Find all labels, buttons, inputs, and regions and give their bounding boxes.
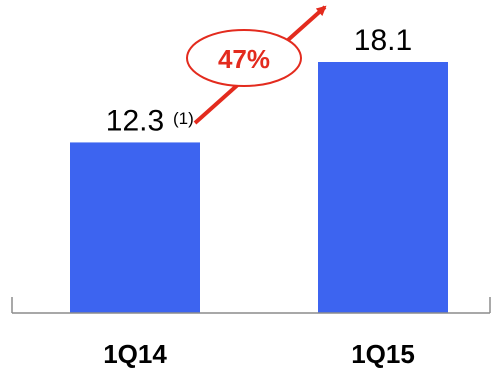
growth-annotation: 47%	[186, 5, 327, 125]
data-label-1q15: 18.1	[354, 24, 412, 57]
category-label-1q14: 1Q14	[103, 339, 167, 369]
footnote-marker: (1)	[173, 109, 194, 128]
bar-1q15	[318, 62, 448, 313]
data-label-1q14: 12.3	[106, 104, 164, 137]
x-axis	[11, 297, 491, 314]
growth-percentage: 47%	[218, 44, 270, 74]
category-label-1q15: 1Q15	[351, 339, 415, 369]
bar-1q14	[70, 142, 200, 313]
growth-ellipse	[186, 29, 302, 87]
